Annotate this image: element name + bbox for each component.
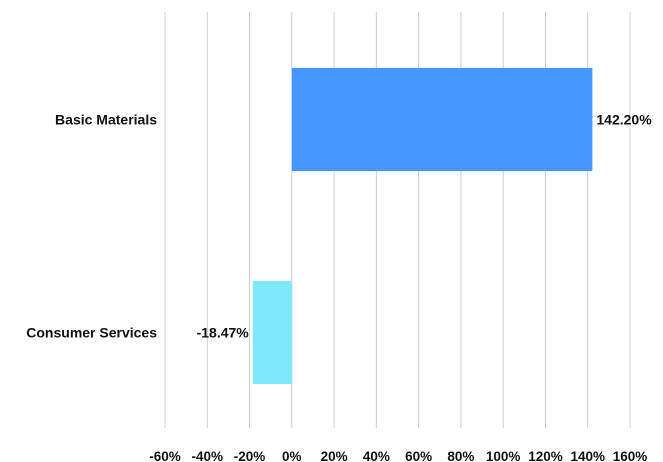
x-tick-label: 120% xyxy=(528,449,563,462)
x-tick-label: 0% xyxy=(282,449,302,462)
x-tick-label: 100% xyxy=(486,449,521,462)
x-tick-label: 140% xyxy=(570,449,605,462)
bar xyxy=(252,281,292,384)
x-tick-label: 40% xyxy=(363,449,390,462)
category-label: Basic Materials xyxy=(55,112,157,128)
x-tick-label: -20% xyxy=(234,449,266,462)
x-tick-label: 20% xyxy=(321,449,348,462)
data-label: 142.20% xyxy=(596,112,652,128)
x-tick-label: -40% xyxy=(192,449,224,462)
labels: -60% -40% -20% 0% 20% 40% 60% 80% 100% 120% 140% 16… xyxy=(26,112,652,462)
data-label: -18.47% xyxy=(197,325,250,341)
bar xyxy=(291,68,593,171)
x-tick-label: -60% xyxy=(149,449,181,462)
x-tick-label: 160% xyxy=(613,449,648,462)
bars xyxy=(252,68,593,384)
category-label: Consumer Services xyxy=(26,325,157,341)
x-tick-label: 80% xyxy=(447,449,474,462)
x-tick-label: 60% xyxy=(405,449,432,462)
